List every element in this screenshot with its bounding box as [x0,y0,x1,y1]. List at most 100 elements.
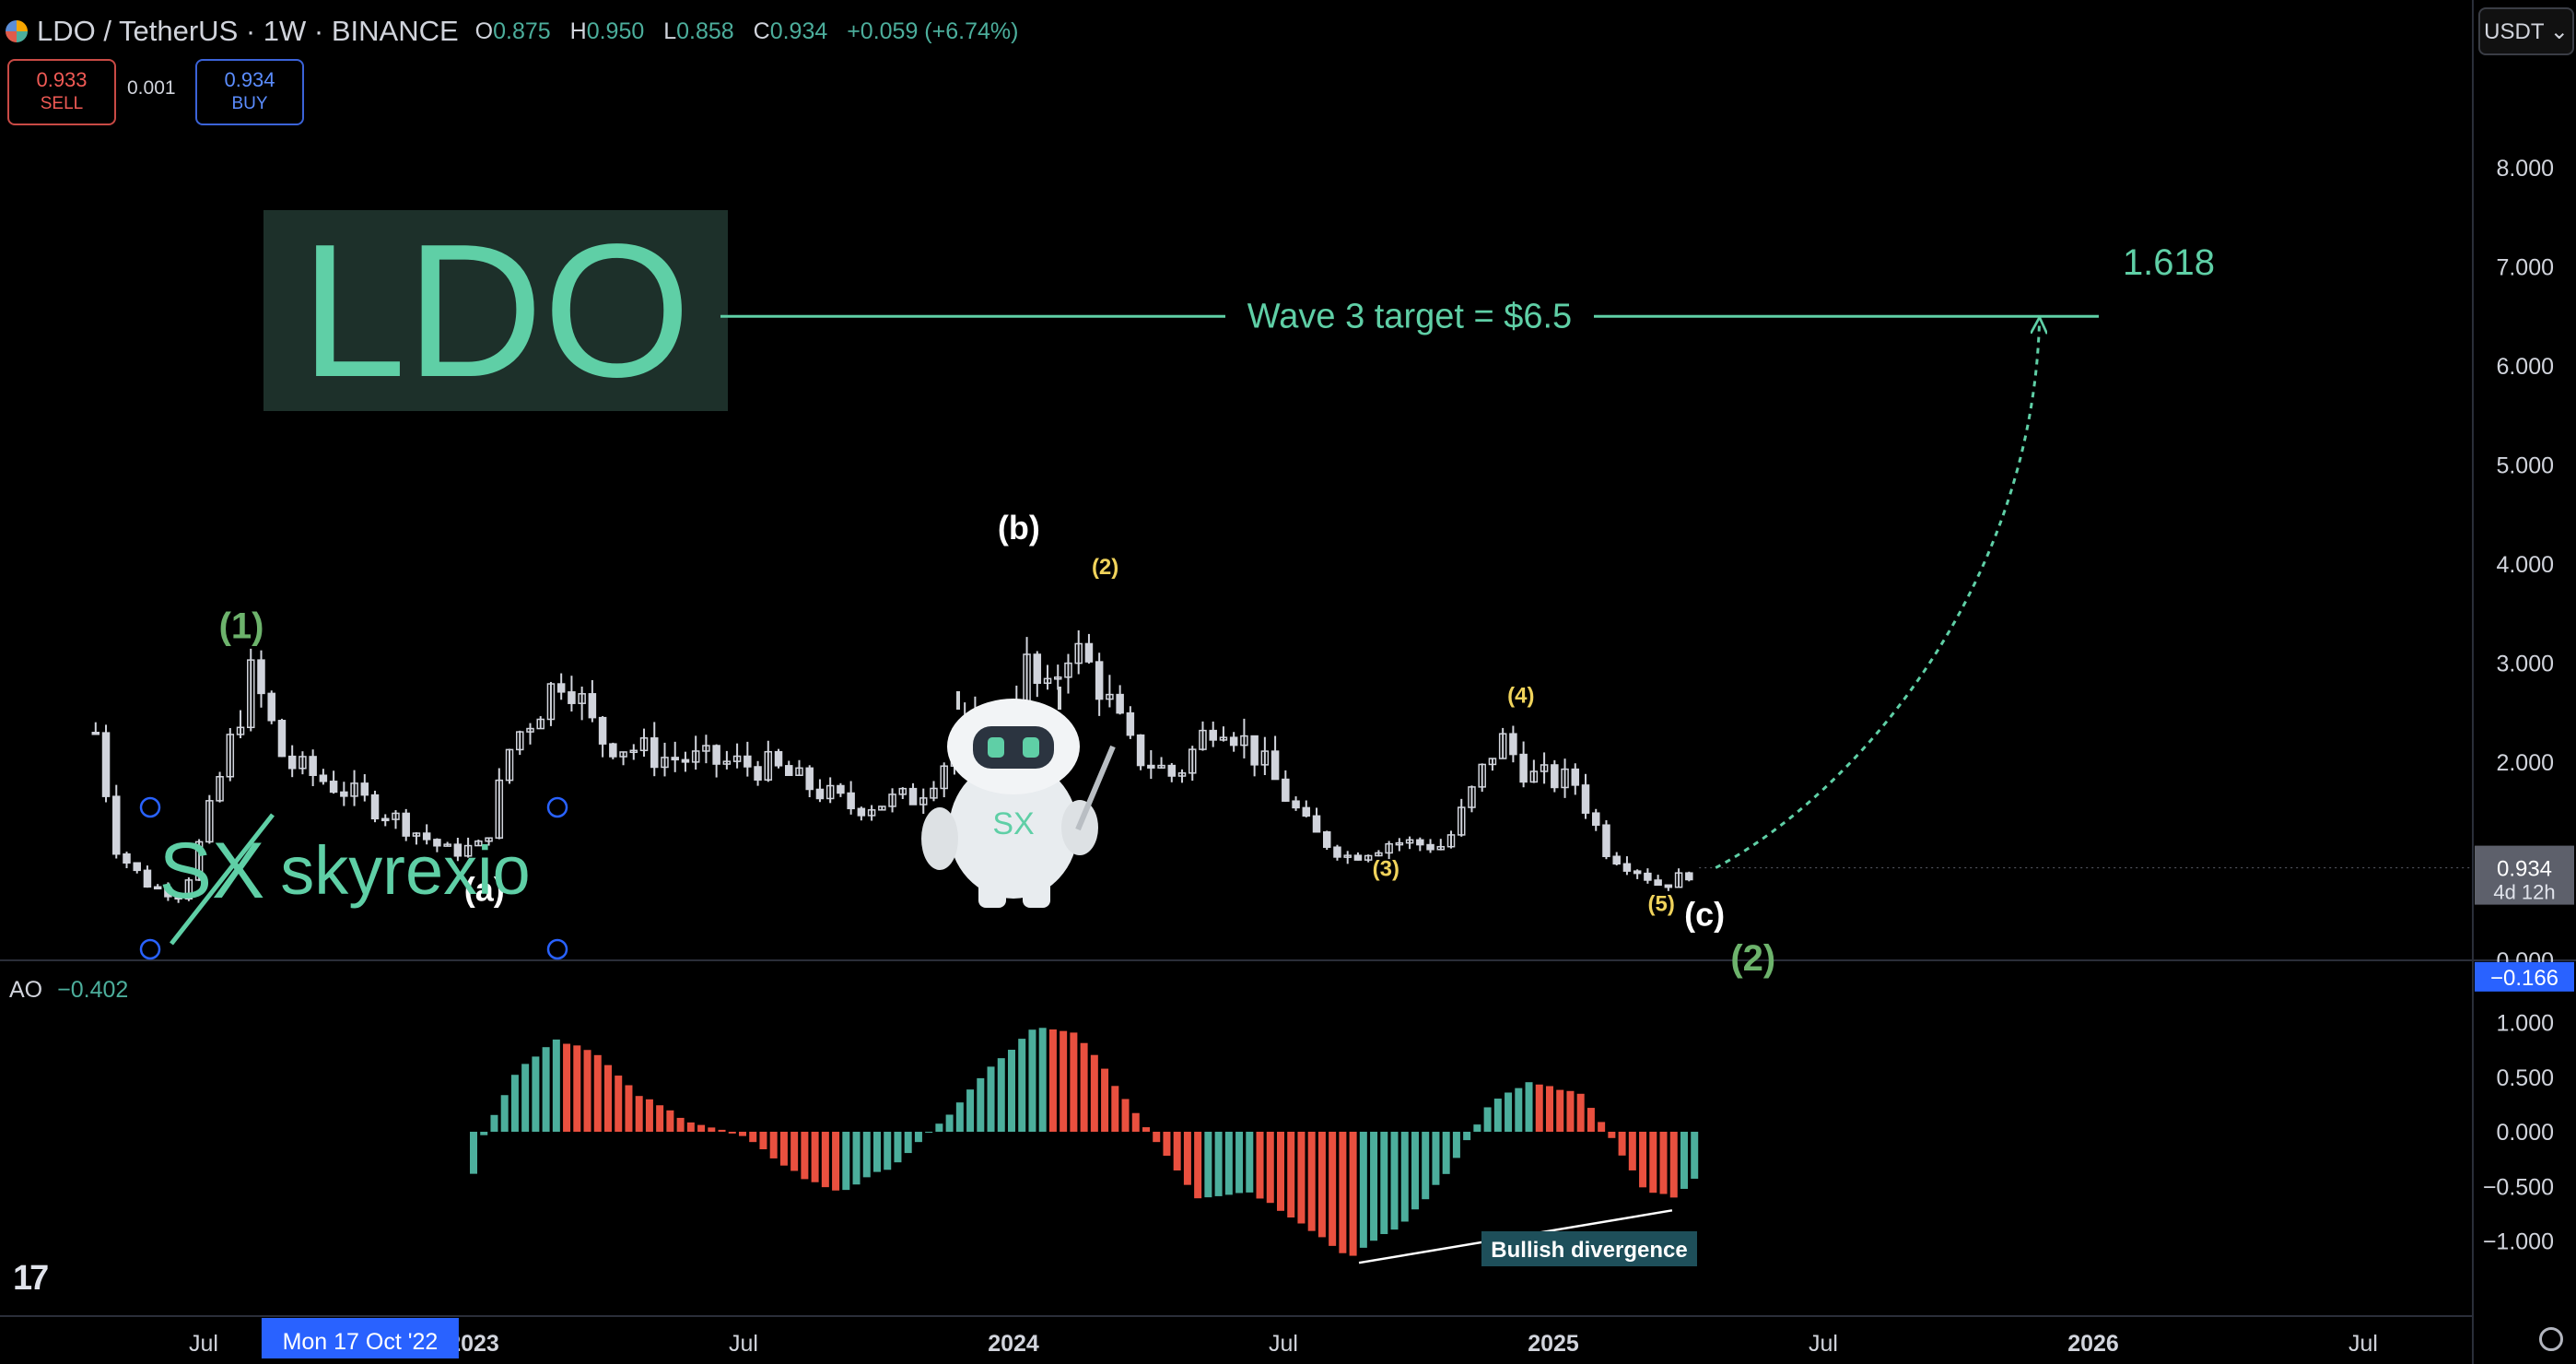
ao-bar [490,1114,498,1132]
candle [526,723,534,745]
candle-body [598,716,607,745]
candle-body [1229,736,1238,747]
crosshair-date-box [261,1318,459,1358]
last-price-box [2475,845,2574,905]
tradingview-logo-icon[interactable]: 17 [13,1259,49,1298]
candle [1561,758,1569,798]
candle-body [1157,764,1165,769]
candle [1571,763,1580,795]
candle [919,788,928,815]
change-value: +0.059 (+6.74%) [847,18,1019,44]
ao-bar [1214,1132,1223,1196]
currency-selector[interactable]: USDT ⌄ [2478,7,2574,55]
candle [1292,796,1300,811]
ao-bar [1246,1132,1254,1193]
candle-body [257,659,265,695]
candle-body [671,757,679,761]
candle [1674,868,1683,888]
close-label: C [753,18,770,44]
ao-bar [977,1077,985,1132]
candle-body [732,755,742,762]
candle-body [1033,653,1042,685]
candle [350,770,358,806]
candle-body [453,843,463,857]
ao-bar [1173,1132,1181,1171]
candle-body [1167,764,1177,777]
ao-bar [1566,1090,1575,1132]
skyrexio-text: skyrexio [280,832,530,909]
ao-tick-label: 1.000 [2496,1011,2554,1037]
time-tick-label: 2024 [988,1331,1039,1357]
candle [722,750,732,770]
candle-body [1426,843,1434,851]
minor-wave-label: (3) [1373,857,1399,882]
candle [815,779,825,803]
ao-bar [1018,1039,1026,1132]
candle [1322,830,1331,851]
symbol-title[interactable]: LDO / TetherUS · 1W · BINANCE [37,15,459,47]
candle [1177,769,1187,783]
gear-icon[interactable] [2539,1327,2563,1351]
ao-bar [1598,1122,1606,1132]
sell-label: SELL [40,94,84,113]
sell-button[interactable]: 0.933 SELL [7,59,116,125]
candle-body [236,726,245,735]
candle [744,741,752,777]
candle [898,787,907,799]
candle [764,740,773,782]
skyrexio-slash-icon [170,813,275,946]
candle-body [164,887,172,898]
ao-bar [884,1132,892,1170]
minor-wave-label: (2) [1092,555,1118,580]
ao-bar [1525,1082,1533,1132]
ao-bar [1545,1086,1553,1132]
candle [1551,759,1559,793]
ao-bar [1505,1092,1513,1132]
ao-bar [552,1039,560,1132]
ao-bar [759,1132,767,1149]
ao-bar [1339,1132,1347,1253]
ao-bar [1515,1088,1523,1132]
candle [795,759,803,777]
candle-body [1260,750,1270,766]
candle-body [1478,763,1486,788]
divergence-label-box [1481,1231,1697,1266]
low-label: L [663,18,677,44]
candle [847,781,855,815]
high-label: H [569,18,587,44]
candle-body [1270,750,1280,781]
selection-handle-icon [546,938,568,960]
buy-button[interactable]: 0.934 BUY [195,59,304,125]
ao-title: AO [9,977,43,1003]
candle [1147,750,1155,780]
ao-bar [987,1066,995,1132]
ldo-coin-icon [6,20,28,42]
candle-body [940,765,948,790]
ao-bar [749,1132,757,1143]
skyrexio-mark: SX [159,827,265,915]
candle [1250,735,1259,777]
ao-bar [656,1105,664,1132]
ao-bar [666,1110,674,1132]
close-value: 0.934 [769,18,828,44]
ao-bar [1473,1124,1481,1132]
ao-bar [635,1096,643,1132]
ao-bar [811,1132,819,1182]
candle-body [463,844,473,857]
ao-bar [1007,1050,1015,1132]
ao-bar [801,1132,809,1180]
candle-body [1405,839,1414,844]
candle [1023,637,1031,710]
candle [1405,836,1414,850]
ao-bar [1432,1132,1440,1185]
ao-bar [1183,1132,1191,1185]
candle-body [174,896,182,900]
ao-bar [862,1132,871,1178]
candle-body [299,756,307,770]
candle-body [1364,854,1373,861]
candle [174,894,182,903]
countdown-label: 4d 12h [2493,881,2555,904]
ao-bar [842,1132,850,1191]
candle [691,735,700,770]
